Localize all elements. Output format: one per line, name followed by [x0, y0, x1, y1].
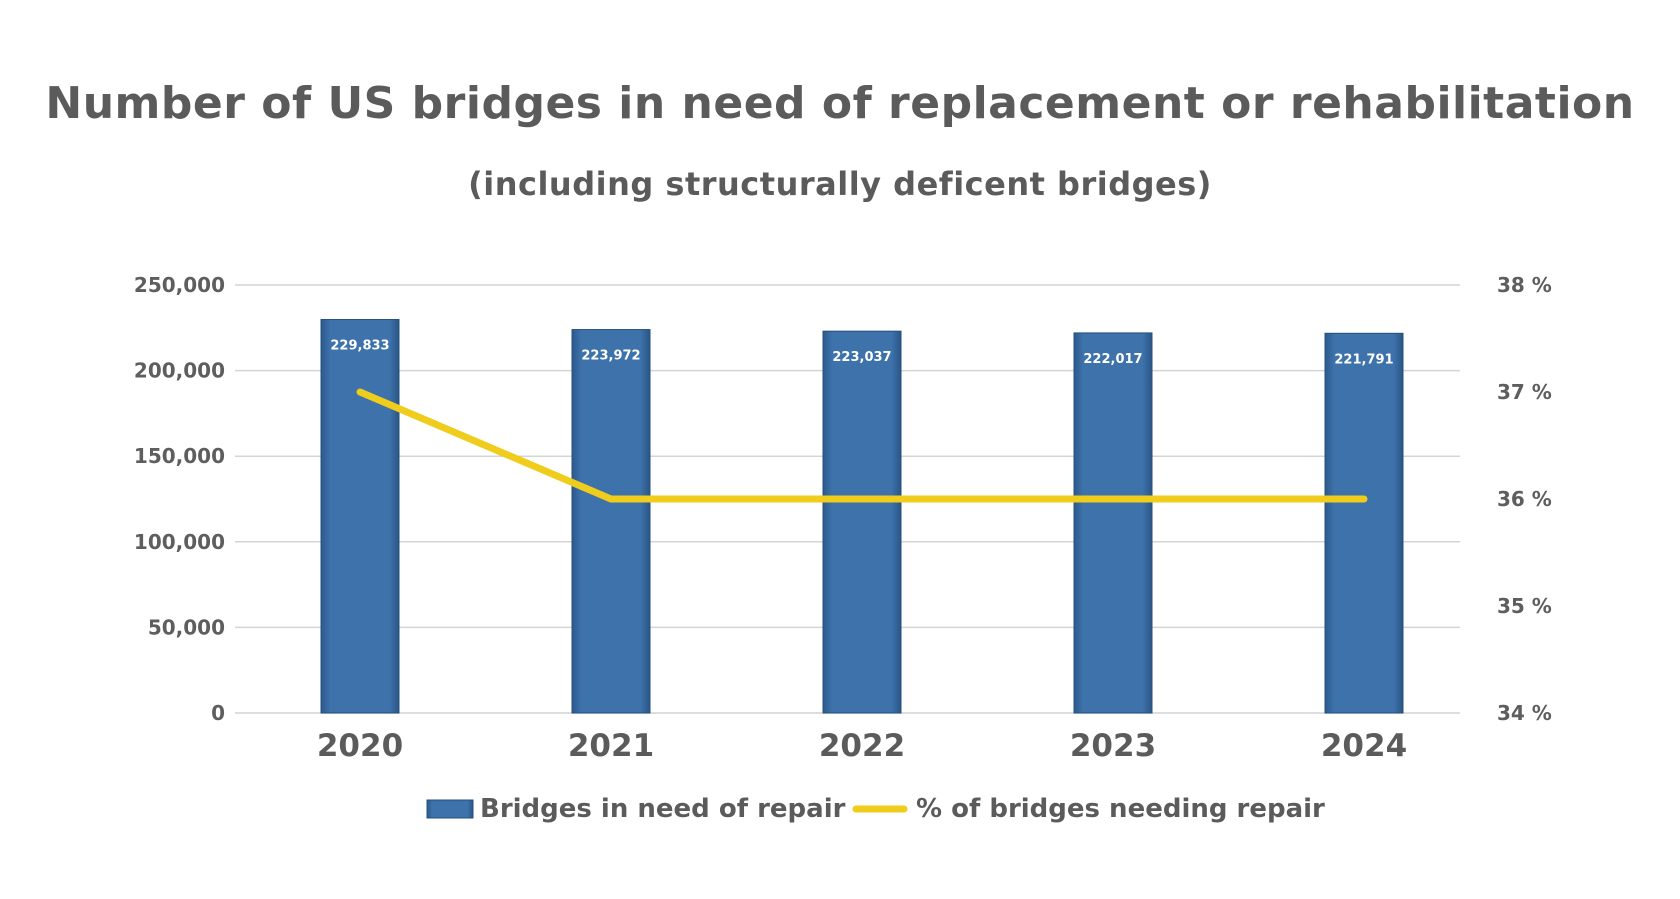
y-right-tick-label: 34 % [1497, 701, 1552, 725]
x-tick-label: 2024 [1321, 728, 1407, 764]
bar-data-label: 223,037 [832, 350, 891, 365]
legend-line-label: % of bridges needing repair [916, 794, 1325, 824]
bar-data-label: 222,017 [1083, 352, 1142, 367]
bar [822, 330, 902, 714]
x-tick-label: 2020 [317, 728, 403, 764]
line-point [1112, 498, 1114, 500]
x-tick-label: 2023 [1070, 728, 1156, 764]
legend: Bridges in need of repair % of bridges ne… [426, 794, 1325, 824]
bar [1073, 332, 1153, 714]
bar [1324, 332, 1404, 714]
legend-bar-swatch [426, 799, 474, 819]
y-left-tick-label: 150,000 [134, 444, 225, 468]
y-right-tick-label: 36 % [1497, 487, 1552, 511]
y-left-tick-label: 50,000 [148, 615, 225, 639]
legend-bar-label: Bridges in need of repair [480, 794, 846, 824]
y-right-tick-label: 37 % [1497, 380, 1552, 404]
line-point [861, 498, 863, 500]
y-left-tick-label: 100,000 [134, 530, 225, 554]
x-tick-label: 2022 [819, 728, 905, 764]
line-point [359, 391, 361, 393]
bar [320, 319, 400, 714]
bar-series: 229,833 223,972 223,037 222,017 221,791 [320, 319, 1404, 714]
y-right-tick-label: 35 % [1497, 594, 1552, 618]
y-left-tick-label: 0 [211, 701, 225, 725]
y-left-tick-label: 250,000 [134, 273, 225, 297]
bar-data-label: 229,833 [330, 339, 389, 354]
bar-data-label: 223,972 [581, 349, 640, 364]
bar-data-label: 221,791 [1334, 352, 1393, 367]
y-right-tick-label: 38 % [1497, 273, 1552, 297]
axes: 0 50,000 100,000 150,000 200,000 250,000 34 % 3… [134, 273, 1552, 764]
chart-title: Number of US bridges in need of replacem… [45, 78, 1635, 129]
bar [571, 329, 651, 714]
x-tick-label: 2021 [568, 728, 654, 764]
line-point [1363, 498, 1365, 500]
line-series [356, 388, 1368, 503]
line-point [610, 498, 612, 500]
chart-subtitle: (including structurally deficent bridges… [468, 165, 1212, 203]
y-left-tick-label: 200,000 [134, 359, 225, 383]
